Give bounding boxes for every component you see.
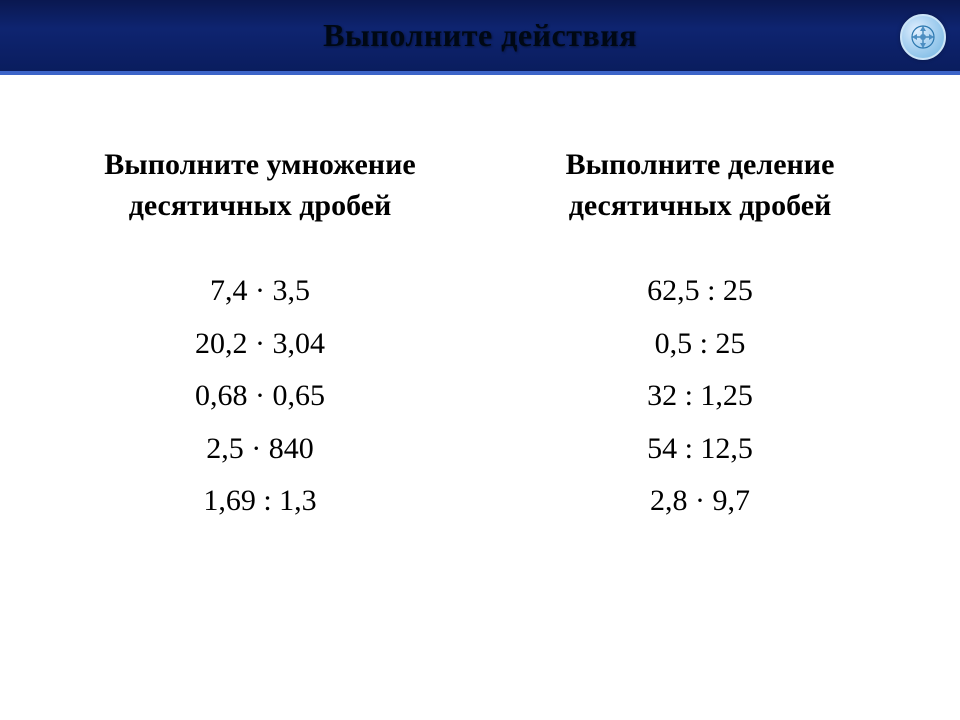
content-area: Выполните умножение десятичных дробей 7,… bbox=[0, 75, 960, 555]
right-heading-line1: Выполните деление bbox=[566, 148, 835, 181]
right-heading: Выполните деление десятичных дробей bbox=[506, 145, 893, 226]
problem-item: 0,68 · 0,65 bbox=[195, 373, 325, 420]
problem-item: 1,69 : 1,3 bbox=[203, 478, 316, 525]
problem-item: 54 : 12,5 bbox=[647, 426, 753, 473]
right-column: Выполните деление десятичных дробей 62,5… bbox=[506, 145, 893, 525]
badge-icon bbox=[900, 14, 946, 60]
left-heading-line2: десятичных дробей bbox=[129, 189, 392, 222]
emblem-icon bbox=[909, 23, 937, 51]
problem-item: 2,5 · 840 bbox=[206, 426, 314, 473]
left-column: Выполните умножение десятичных дробей 7,… bbox=[66, 145, 453, 525]
problem-item: 7,4 · 3,5 bbox=[210, 268, 310, 315]
slide-title: Выполните действия bbox=[323, 17, 637, 54]
left-heading-line1: Выполните умножение bbox=[104, 148, 415, 181]
left-problems: 7,4 · 3,5 20,2 · 3,04 0,68 · 0,65 2,5 · … bbox=[66, 268, 453, 525]
problem-item: 32 : 1,25 bbox=[647, 373, 753, 420]
problem-item: 2,8 · 9,7 bbox=[650, 478, 750, 525]
slide-header: Выполните действия bbox=[0, 0, 960, 75]
right-heading-line2: десятичных дробей bbox=[569, 189, 832, 222]
problem-item: 62,5 : 25 bbox=[647, 268, 753, 315]
problem-item: 0,5 : 25 bbox=[655, 321, 746, 368]
right-problems: 62,5 : 25 0,5 : 25 32 : 1,25 54 : 12,5 2… bbox=[506, 268, 893, 525]
problem-item: 20,2 · 3,04 bbox=[195, 321, 325, 368]
left-heading: Выполните умножение десятичных дробей bbox=[66, 145, 453, 226]
